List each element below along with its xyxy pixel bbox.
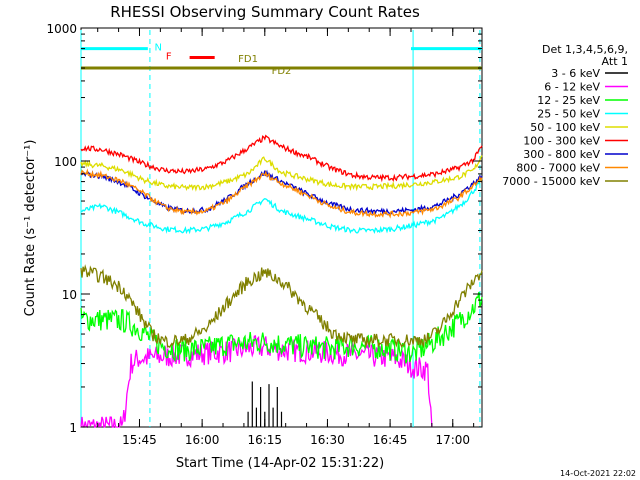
x-tick-label: 16:00 [185, 433, 220, 447]
y-tick-label: 100 [54, 155, 77, 169]
series-line-6 [80, 169, 483, 216]
legend-entry-label: 3 - 6 keV [551, 67, 600, 80]
annotation-bars: NF FD1 FD2 [81, 43, 482, 77]
series-line-2 [80, 291, 483, 364]
series-line-5 [80, 134, 483, 183]
x-tick-label: 17:00 [435, 433, 470, 447]
series-line-8 [80, 264, 483, 349]
legend-entry-label: 50 - 100 keV [530, 121, 600, 134]
legend-entry-label: 6 - 12 keV [544, 81, 600, 94]
y-tick-label: 10 [62, 288, 77, 302]
legend-entry-label: 300 - 800 keV [523, 148, 600, 161]
legend-entry-label: 800 - 7000 keV [516, 162, 600, 175]
series-line-4 [80, 155, 483, 192]
timestamp-label: 14-Oct-2021 22:02 [560, 469, 636, 478]
y-tick-label: 1000 [46, 22, 77, 36]
series-lines [80, 134, 483, 429]
series-line-3 [80, 177, 483, 235]
legend-entry-label: 12 - 25 keV [537, 94, 600, 107]
x-tick-label: 16:15 [247, 433, 282, 447]
x-tick-label: 16:30 [310, 433, 345, 447]
annotation-label: N [155, 43, 162, 54]
legend-entry-label: 7000 - 15000 keV [502, 175, 600, 188]
chart-title: RHESSI Observing Summary Count Rates [110, 3, 420, 21]
y-axis-label: Count Rate (s⁻¹ detector⁻¹) [23, 140, 38, 317]
axes: 15:45 16:00 16:15 16:30 16:45 17:00 1 10 100 1000 [46, 22, 482, 447]
series-line-7 [80, 168, 483, 219]
annotation-label: FD2 [272, 66, 292, 77]
legend-entry-label: 25 - 50 keV [537, 108, 600, 121]
annotation-label: F [166, 52, 172, 63]
x-axis-label: Start Time (14-Apr-02 15:31:22) [176, 456, 384, 471]
annotation-label: FD1 [238, 54, 258, 65]
legend-header: Att 1 [602, 55, 628, 68]
x-tick-label: 15:45 [122, 433, 157, 447]
legend-header: Det 1,3,4,5,6,9, [542, 43, 628, 56]
y-tick-label: 1 [69, 421, 77, 435]
legend-entry-label: 100 - 300 keV [523, 135, 600, 148]
x-tick-label: 16:45 [373, 433, 408, 447]
